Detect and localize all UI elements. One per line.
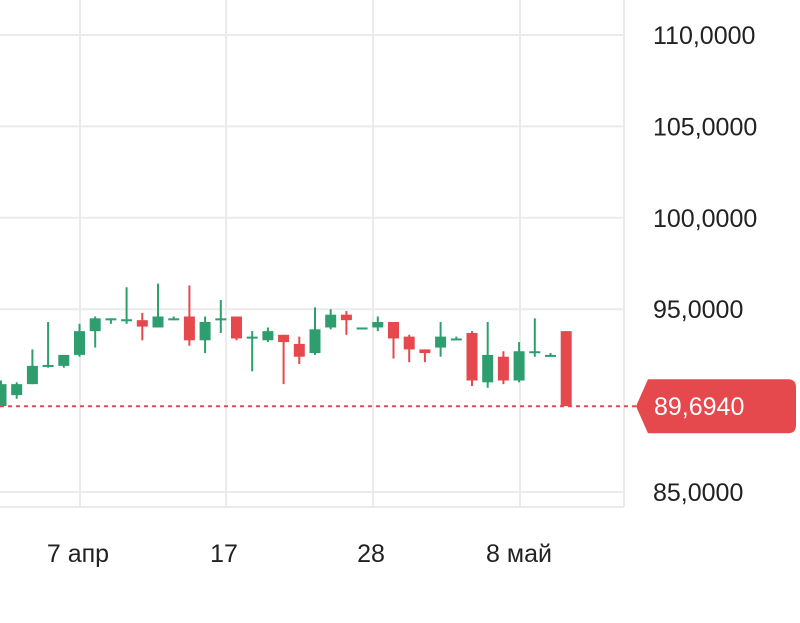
candle-body bbox=[121, 319, 133, 322]
candle bbox=[545, 353, 556, 357]
candle bbox=[419, 349, 431, 363]
current-price-badge bbox=[636, 379, 796, 434]
candle bbox=[529, 318, 541, 357]
candle-body bbox=[11, 384, 23, 396]
price-tick-label: 100,0000 bbox=[653, 205, 757, 233]
candle bbox=[0, 380, 7, 407]
candle bbox=[356, 327, 368, 330]
time-tick-label: 7 апр bbox=[47, 540, 109, 568]
candle-body bbox=[278, 334, 290, 343]
candle bbox=[560, 331, 572, 407]
candle bbox=[231, 316, 242, 341]
candle-body bbox=[74, 331, 85, 355]
candle bbox=[121, 287, 133, 324]
candle bbox=[215, 300, 227, 333]
candle-body bbox=[231, 316, 242, 339]
candle bbox=[105, 318, 117, 324]
candle bbox=[388, 321, 399, 359]
candle bbox=[42, 321, 54, 368]
candle-body bbox=[42, 364, 54, 367]
candle-body bbox=[372, 321, 384, 328]
time-tick-label: 8 май bbox=[486, 540, 552, 568]
candle bbox=[168, 316, 180, 321]
candle-body bbox=[26, 365, 38, 385]
candle bbox=[262, 327, 274, 343]
candle-body bbox=[168, 318, 180, 321]
candle bbox=[11, 382, 23, 399]
candle bbox=[136, 312, 148, 341]
candle-body bbox=[215, 318, 227, 321]
candle-body bbox=[293, 343, 305, 357]
candle-body bbox=[105, 318, 117, 321]
candle-body bbox=[435, 336, 447, 348]
candles bbox=[0, 283, 572, 407]
candle-body bbox=[152, 316, 164, 328]
candle-body bbox=[325, 314, 337, 328]
candle-body bbox=[340, 314, 352, 321]
candle bbox=[466, 331, 478, 386]
candle bbox=[58, 354, 70, 368]
candle bbox=[309, 307, 321, 355]
candle bbox=[152, 283, 164, 328]
candle bbox=[372, 316, 384, 332]
candle-body bbox=[497, 356, 509, 381]
candle bbox=[435, 321, 447, 357]
candle bbox=[26, 349, 38, 385]
time-tick-label: 17 bbox=[210, 540, 238, 568]
candle bbox=[497, 351, 509, 385]
candle bbox=[403, 334, 415, 363]
candle-body bbox=[482, 354, 494, 383]
candle bbox=[246, 331, 258, 372]
price-tick-label: 105,0000 bbox=[653, 113, 757, 141]
candle-body bbox=[262, 331, 274, 341]
candle-body bbox=[403, 336, 415, 350]
time-tick-label: 28 bbox=[357, 540, 385, 568]
candle-body bbox=[136, 320, 148, 327]
candle-body bbox=[0, 384, 7, 407]
candle bbox=[293, 336, 305, 365]
current-price-line-group: 89,6940 bbox=[0, 379, 796, 434]
candle bbox=[89, 316, 101, 348]
price-axis: 85,0000 95,0000 100,0000 105,0000 110,0000 bbox=[653, 22, 757, 507]
candle bbox=[482, 321, 494, 388]
candle-body bbox=[309, 329, 321, 354]
candle-body bbox=[199, 321, 211, 341]
time-axis: 7 апр 17 28 8 май bbox=[47, 540, 552, 568]
candle-body bbox=[356, 327, 368, 330]
candle-body bbox=[419, 349, 431, 354]
candle-body bbox=[466, 332, 478, 381]
candle bbox=[183, 285, 195, 346]
candle-body bbox=[388, 321, 399, 339]
candle bbox=[278, 334, 290, 385]
candle bbox=[325, 309, 337, 330]
price-tick-label: 110,0000 bbox=[653, 22, 755, 50]
price-tick-label: 95,0000 bbox=[653, 296, 743, 324]
candle-body bbox=[183, 316, 195, 341]
chart-grid bbox=[0, 0, 625, 508]
candle-body bbox=[545, 354, 556, 357]
current-price-label: 89,6940 bbox=[654, 393, 744, 421]
candle-body bbox=[513, 351, 525, 381]
candle bbox=[340, 311, 352, 335]
candle-body bbox=[89, 318, 101, 332]
candle-body bbox=[58, 354, 70, 366]
candle-body bbox=[246, 336, 258, 339]
candle bbox=[74, 323, 85, 357]
price-tick-label: 85,0000 bbox=[653, 479, 743, 507]
candle bbox=[199, 316, 211, 354]
candle-body bbox=[560, 331, 572, 407]
candle bbox=[450, 336, 462, 341]
candle-body bbox=[450, 338, 462, 341]
candle bbox=[513, 342, 525, 383]
candle-body bbox=[529, 351, 541, 354]
